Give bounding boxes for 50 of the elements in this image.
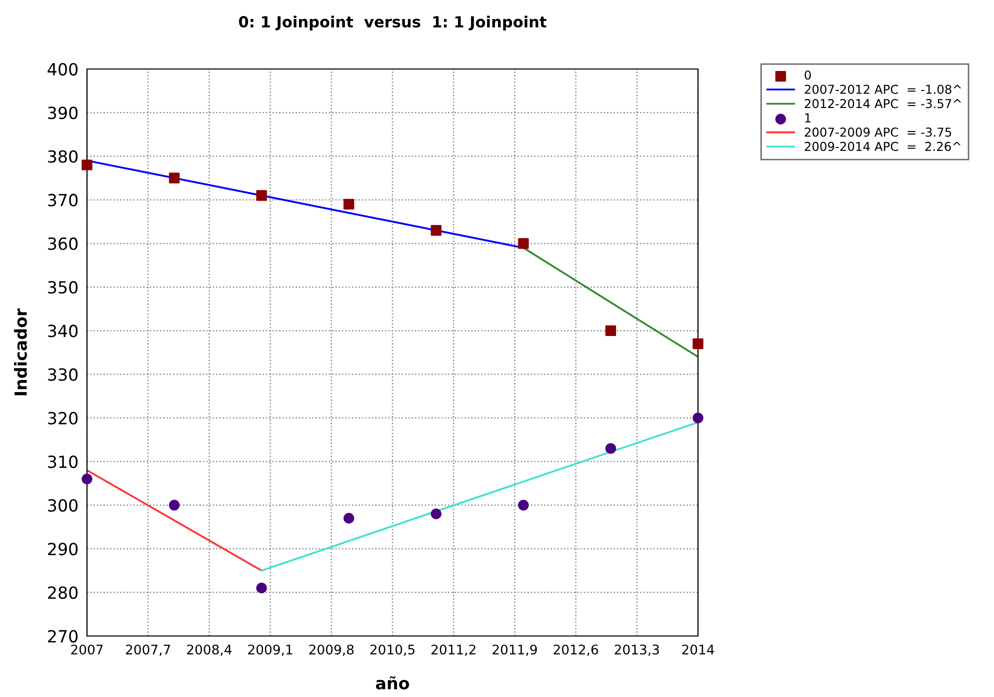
x-tick-label: 2008,4	[187, 644, 232, 656]
x-tick-label: 2010,5	[370, 644, 414, 656]
y-tick-label: 340	[48, 324, 78, 338]
x-tick-label: 2011,9	[492, 644, 537, 656]
x-tick-label: 2012,6	[554, 644, 598, 656]
point	[82, 160, 92, 170]
x-tick-label: 2009,8	[309, 644, 354, 656]
y-tick-label: 330	[48, 368, 78, 381]
y-tick-label: 390	[48, 106, 78, 120]
y-axis-title: Indicador	[14, 308, 27, 396]
x-axis-title: año	[376, 676, 410, 690]
point	[518, 238, 529, 249]
point	[82, 474, 92, 484]
point	[605, 325, 616, 336]
y-tick-label: 270	[48, 630, 78, 643]
legend-label: 2007-2009 APC = -3.75	[804, 128, 952, 137]
point	[256, 190, 267, 201]
x-tick-label: 2007	[71, 644, 103, 655]
y-tick-label: 290	[48, 542, 78, 556]
x-tick-label: 2013,3	[614, 644, 659, 656]
point	[430, 225, 442, 236]
y-tick-label: 360	[48, 237, 78, 250]
legend-label: 0	[804, 70, 811, 80]
y-tick-label: 280	[48, 586, 78, 599]
point	[168, 172, 180, 184]
y-tick-label: 400	[48, 62, 78, 76]
x-tick-label: 2009,1	[248, 644, 292, 656]
y-tick-label: 300	[48, 499, 78, 512]
point	[168, 500, 180, 511]
y-tick-label: 320	[48, 412, 78, 424]
y-tick-label: 350	[48, 281, 78, 294]
point	[256, 582, 267, 594]
x-tick-label: 2014	[682, 644, 714, 655]
legend-label: 2009-2014 APC = 2.26^	[804, 142, 961, 152]
legend-label: 2007-2012 APC = -1.08^	[804, 84, 962, 94]
point	[430, 508, 442, 520]
point	[344, 512, 354, 524]
chart-title: 0: 1 Joinpoint versus 1: 1 Joinpoint	[238, 16, 546, 31]
point	[344, 198, 354, 210]
y-tick-label: 310	[48, 456, 78, 468]
point	[692, 338, 704, 350]
point	[605, 443, 616, 454]
y-tick-label: 380	[48, 150, 78, 163]
x-tick-label: 2007,7	[126, 644, 170, 656]
point	[692, 412, 704, 424]
legend-label: 1	[805, 113, 811, 122]
legend-label: 2012-2014 APC = -3.57^	[804, 98, 962, 108]
x-tick-label: 2011,2	[431, 644, 476, 656]
point	[518, 500, 529, 511]
y-tick-label: 370	[48, 194, 78, 206]
